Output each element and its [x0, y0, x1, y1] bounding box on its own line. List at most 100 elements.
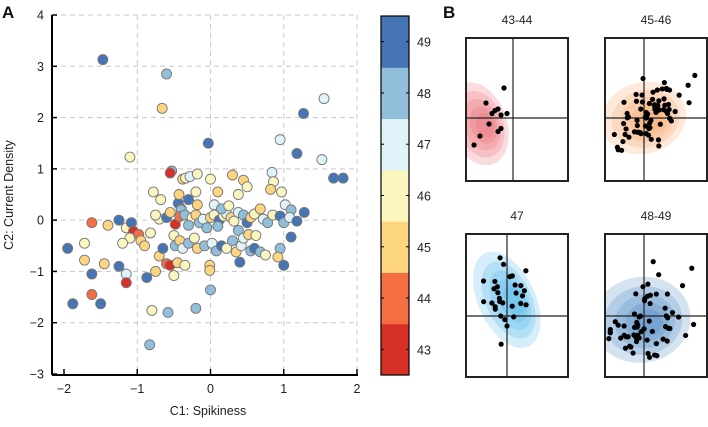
- panel-b-label: B: [443, 3, 455, 22]
- scatter-point: [272, 251, 284, 263]
- scatter-point: [97, 54, 109, 66]
- scatter-point: [202, 137, 214, 149]
- scatter-point: [234, 256, 246, 268]
- density-contour: [469, 106, 498, 144]
- axis-ticks: −2 −1 0 1 2 −3 −2 −1 0 1 2 3 4: [30, 9, 361, 397]
- y-tick-label: −2: [30, 316, 44, 330]
- x-tick-label: 2: [354, 382, 361, 396]
- subplot-point: [639, 92, 645, 98]
- subplot-point: [664, 338, 670, 344]
- subplot-point: [614, 144, 620, 150]
- colorbar-segment: [381, 169, 409, 222]
- subplot-point: [649, 328, 655, 335]
- scatter-point: [265, 183, 277, 195]
- subplot-point: [623, 390, 628, 395]
- subplot-43-44: 43-44: [465, 13, 569, 182]
- scatter-point: [164, 206, 176, 218]
- density-contour: [614, 294, 676, 348]
- subplot-point: [656, 272, 662, 278]
- subplot-point: [509, 273, 515, 279]
- colorbar-frame: [380, 15, 410, 376]
- x-tick-label: 0: [207, 382, 214, 396]
- subplot-point: [676, 92, 682, 98]
- subplot-point: [489, 300, 495, 306]
- scatter-point: [221, 242, 233, 254]
- y-tick-label: −1: [30, 265, 44, 279]
- subplot-point: [521, 288, 527, 294]
- subplot-point: [486, 121, 492, 127]
- scatter-point: [188, 232, 200, 244]
- subplot-point: [483, 100, 489, 106]
- subplot-point: [649, 96, 656, 102]
- subplot-point: [502, 317, 508, 323]
- subplot-title: 43-44: [502, 13, 533, 27]
- subplot-point: [500, 300, 506, 306]
- subplot-point: [655, 103, 661, 109]
- scatter-point: [278, 259, 290, 271]
- scatter-point: [201, 222, 213, 234]
- subplot-point: [631, 311, 638, 317]
- subplot-points: [611, 72, 698, 153]
- subplot-point: [661, 96, 667, 102]
- scatter-point: [274, 134, 286, 146]
- density-contour: [466, 82, 509, 166]
- subplot-point: [642, 123, 649, 129]
- scatter-point: [146, 304, 158, 316]
- subplot-point: [498, 313, 504, 319]
- subplot-point: [665, 315, 671, 321]
- scatter-point: [190, 186, 202, 198]
- scatter-point: [62, 242, 74, 254]
- subplot-point: [672, 108, 678, 115]
- scatter-point: [113, 214, 125, 226]
- y-tick-label: 4: [37, 9, 44, 23]
- subplot-point: [622, 131, 628, 138]
- subplot-point: [650, 259, 656, 265]
- subplot-point: [615, 322, 621, 328]
- subplot-point: [606, 336, 612, 342]
- colorbar-tick-label: 46: [417, 190, 431, 204]
- scatter-point: [117, 237, 129, 249]
- subplot-point: [501, 85, 507, 91]
- subplot-point: [634, 117, 640, 123]
- scatter-point: [232, 189, 244, 200]
- scatter-point: [139, 240, 151, 252]
- subplot-point: [633, 334, 639, 341]
- panel-b-subplots: 43-44 45-46 47 48-49: [465, 13, 708, 395]
- scatter-point: [266, 166, 278, 178]
- subplot-point: [498, 341, 504, 347]
- subplot-point: [504, 110, 510, 117]
- subplot-point: [639, 99, 646, 105]
- subplot-point: [646, 318, 652, 324]
- subplot-point: [644, 337, 650, 343]
- scatter-point: [223, 200, 235, 212]
- subplot-point: [683, 332, 689, 339]
- subplot-point: [633, 98, 640, 104]
- scatter-point: [147, 186, 159, 198]
- subplot-point: [647, 125, 653, 131]
- subplot-point: [492, 304, 498, 310]
- subplot-point: [471, 142, 477, 148]
- subplot-point: [656, 143, 662, 149]
- subplot-points: [606, 259, 697, 395]
- subplot-point: [633, 291, 639, 297]
- scatter-point: [318, 93, 330, 105]
- grid-lines: [52, 14, 358, 374]
- scatter-point: [259, 249, 271, 261]
- subplot-points: [480, 255, 529, 347]
- subplot-point: [676, 314, 682, 320]
- subplot-point: [500, 261, 507, 267]
- subplot-point: [498, 112, 504, 118]
- scatter-point: [67, 298, 79, 310]
- subplot-point: [618, 335, 624, 341]
- subplot-point: [495, 106, 501, 112]
- scatter-point: [179, 259, 191, 271]
- y-tick-label: 2: [37, 111, 44, 125]
- subplot-point: [623, 126, 629, 132]
- subplot-point: [607, 330, 613, 336]
- subplot-point: [481, 299, 487, 305]
- subplot-point: [618, 147, 625, 153]
- scatter-point: [155, 194, 167, 206]
- subplot-point: [689, 265, 695, 271]
- scatter-point: [328, 172, 340, 184]
